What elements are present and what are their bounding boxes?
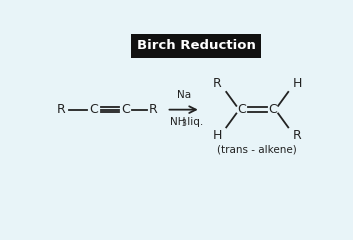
Text: C: C: [89, 103, 98, 116]
Text: Birch Reduction: Birch Reduction: [137, 39, 256, 52]
Text: C: C: [121, 103, 130, 116]
Text: R: R: [149, 103, 158, 116]
Text: H: H: [212, 129, 222, 142]
Text: NH: NH: [170, 117, 186, 127]
Text: C: C: [268, 103, 277, 116]
Text: H: H: [293, 77, 302, 90]
Text: 3: 3: [181, 119, 186, 128]
Text: liq.: liq.: [184, 117, 204, 127]
Text: R: R: [57, 103, 66, 116]
Text: R: R: [293, 129, 302, 142]
Text: Na: Na: [176, 90, 191, 100]
Text: R: R: [213, 77, 221, 90]
Text: C: C: [237, 103, 246, 116]
Text: (trans - alkene): (trans - alkene): [217, 145, 297, 155]
